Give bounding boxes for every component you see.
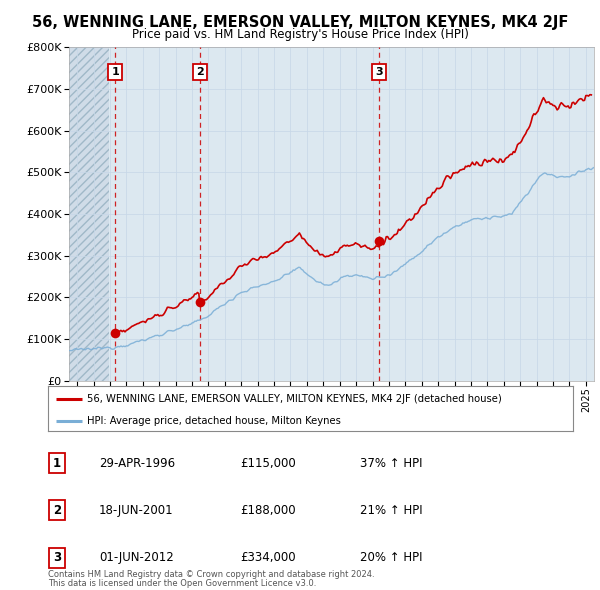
Text: £334,000: £334,000 xyxy=(240,551,296,564)
Text: 29-APR-1996: 29-APR-1996 xyxy=(99,457,175,470)
Text: 18-JUN-2001: 18-JUN-2001 xyxy=(99,504,173,517)
Text: Contains HM Land Registry data © Crown copyright and database right 2024.: Contains HM Land Registry data © Crown c… xyxy=(48,571,374,579)
Text: 37% ↑ HPI: 37% ↑ HPI xyxy=(360,457,422,470)
Text: 56, WENNING LANE, EMERSON VALLEY, MILTON KEYNES, MK4 2JF (detached house): 56, WENNING LANE, EMERSON VALLEY, MILTON… xyxy=(88,394,502,404)
Text: 3: 3 xyxy=(53,551,61,564)
Text: 2: 2 xyxy=(53,504,61,517)
Text: Price paid vs. HM Land Registry's House Price Index (HPI): Price paid vs. HM Land Registry's House … xyxy=(131,28,469,41)
Text: 3: 3 xyxy=(376,67,383,77)
Text: 56, WENNING LANE, EMERSON VALLEY, MILTON KEYNES, MK4 2JF: 56, WENNING LANE, EMERSON VALLEY, MILTON… xyxy=(32,15,568,30)
Text: 1: 1 xyxy=(112,67,119,77)
Bar xyxy=(69,47,109,381)
Text: 2: 2 xyxy=(196,67,203,77)
Text: HPI: Average price, detached house, Milton Keynes: HPI: Average price, detached house, Milt… xyxy=(88,416,341,426)
Text: This data is licensed under the Open Government Licence v3.0.: This data is licensed under the Open Gov… xyxy=(48,579,316,588)
Text: £115,000: £115,000 xyxy=(240,457,296,470)
Text: 20% ↑ HPI: 20% ↑ HPI xyxy=(360,551,422,564)
Text: 21% ↑ HPI: 21% ↑ HPI xyxy=(360,504,422,517)
Text: £188,000: £188,000 xyxy=(240,504,296,517)
Text: 01-JUN-2012: 01-JUN-2012 xyxy=(99,551,174,564)
Text: 1: 1 xyxy=(53,457,61,470)
